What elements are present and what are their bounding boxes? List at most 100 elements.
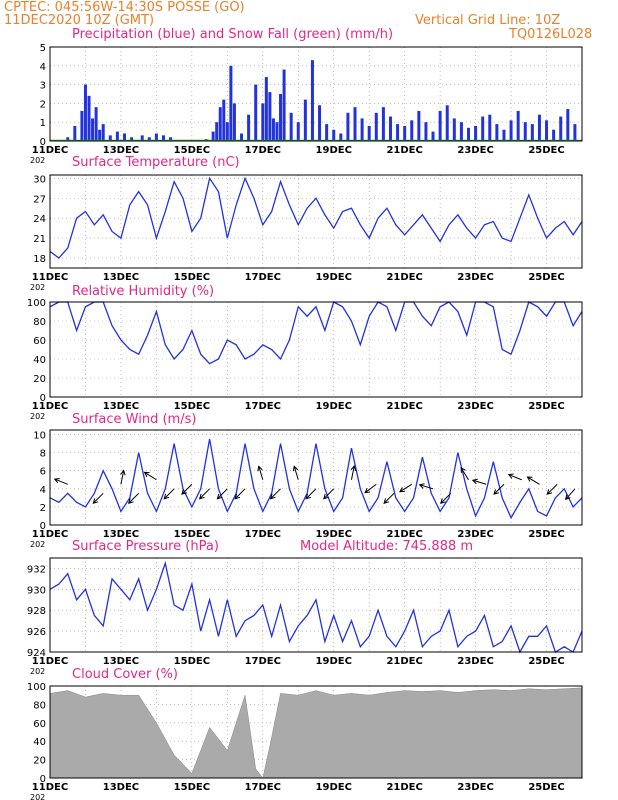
y-tick-label: 3 (40, 81, 46, 92)
pressure-title: Surface Pressure (hPa) (72, 539, 219, 554)
precip-bar (431, 131, 435, 141)
y-tick-label: 0 (40, 774, 46, 785)
precip-bar (261, 103, 265, 141)
y-tick-label: 60 (33, 336, 46, 347)
precip-bar (303, 99, 307, 141)
precip-bar (325, 124, 329, 141)
x-tick-label: 13DEC (103, 529, 139, 540)
y-tick-label: 60 (33, 719, 46, 730)
precip-bar (108, 135, 112, 141)
precip-bar (509, 120, 513, 141)
precip-bar (229, 65, 233, 141)
x-tick-label: 13DEC (103, 656, 139, 667)
y-tick-label: 6 (40, 467, 46, 478)
y-tick-label: 30 (33, 174, 46, 185)
wind-arrow (92, 492, 104, 504)
y-tick-label: 100 (27, 682, 46, 693)
y-tick-label: 926 (27, 627, 46, 638)
wind-arrow (258, 466, 264, 480)
precip-bar (218, 107, 222, 141)
y-tick-label: 80 (33, 317, 46, 328)
x-year-label: 202 (30, 667, 45, 676)
y-tick-label: 80 (33, 700, 46, 711)
x-tick-label: 15DEC (174, 529, 210, 540)
series-line (49, 176, 583, 259)
wind-arrow (144, 471, 157, 481)
precip-bar (360, 118, 364, 141)
x-tick-label: 19DEC (316, 145, 352, 156)
precip-bar (147, 137, 151, 141)
precip-bar (488, 114, 492, 141)
temperature-title: Surface Temperature (nC) (72, 155, 240, 170)
precip-bar (87, 95, 91, 141)
wind-arrow-head (350, 465, 357, 471)
precip-bar (222, 99, 226, 141)
panel-frame (49, 429, 583, 526)
wind-arrow-head (163, 493, 170, 500)
y-tick-label: 100 (27, 298, 46, 309)
x-tick-label: 17DEC (245, 782, 281, 793)
x-tick-label: 17DEC (245, 401, 281, 412)
precip-bar (275, 122, 279, 141)
x-tick-label: 21DEC (386, 272, 422, 283)
precip-bar (80, 110, 84, 141)
wind-arrow-head (120, 469, 126, 476)
panel-frame (49, 174, 583, 269)
grid-note-header: Vertical Grid Line: 10Z (415, 13, 561, 28)
wind-arrow (323, 488, 335, 500)
precip-bar (264, 77, 268, 141)
precip-bar (516, 110, 520, 141)
wind-arrow (508, 474, 522, 481)
precip-bar (94, 107, 98, 141)
precip-bar (296, 122, 300, 141)
y-tick-label: 5 (40, 43, 46, 54)
wind-arrow-head (53, 477, 60, 484)
precip-bar (282, 69, 286, 141)
wind-arrow (181, 483, 193, 495)
series-line (49, 560, 583, 654)
wind-arrow (293, 466, 299, 480)
precip-bar (232, 103, 236, 141)
wind-arrow-head (181, 489, 187, 495)
precip-bar (98, 129, 102, 141)
y-tick-label: 20 (33, 374, 46, 385)
x-tick-label: 13DEC (103, 401, 139, 412)
x-tick-label: 13DEC (103, 145, 139, 156)
wind-arrow (399, 483, 413, 493)
wind-arrow (54, 478, 68, 485)
y-tick-label: 0 (40, 393, 46, 404)
wind-arrow-head (305, 493, 312, 500)
y-tick-label: 932 (27, 564, 46, 575)
precip-bar (154, 133, 158, 141)
precip-bar (161, 135, 165, 141)
x-tick-label: 17DEC (245, 145, 281, 156)
precip-bar (367, 125, 371, 141)
wind-arrow-head (128, 498, 134, 504)
precip-bar (225, 122, 229, 141)
wind-arrow-head (565, 494, 571, 501)
altitude-title: Model Altitude: 745.888 m (300, 539, 474, 554)
y-tick-label: 40 (33, 355, 46, 366)
precip-bar (169, 137, 173, 141)
wind-arrow-head (526, 476, 533, 482)
x-tick-label: 23DEC (457, 145, 493, 156)
x-tick-label: 25DEC (528, 529, 564, 540)
precip-bar (530, 124, 534, 141)
y-tick-label: 4 (40, 62, 46, 73)
precip-bar (552, 129, 556, 141)
panel-frame (49, 685, 583, 779)
cloud-cover-area (49, 687, 583, 779)
wind-arrow-head (507, 473, 514, 479)
wind-arrow (305, 488, 317, 500)
precip-bar (310, 60, 314, 141)
run-time-header: 11DEC2020 10Z (GMT) (4, 13, 155, 28)
wind-arrow (472, 479, 487, 485)
precip-bar (388, 116, 392, 141)
x-tick-label: 21DEC (386, 782, 422, 793)
wind-arrow (128, 492, 140, 504)
x-year-label: 202 (30, 156, 45, 165)
wind-arrow (199, 488, 210, 500)
x-tick-label: 25DEC (528, 401, 564, 412)
station-header: CPTEC: 045:56W-14:30S POSSE (GO) (4, 0, 245, 15)
